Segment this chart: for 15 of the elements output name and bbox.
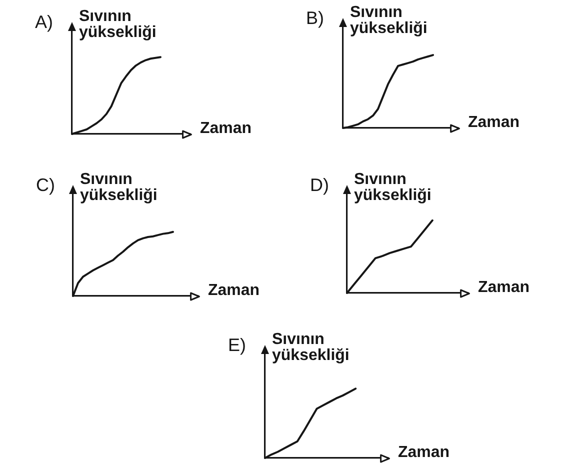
chart-title: C) xyxy=(36,175,55,195)
chart-title: E) xyxy=(228,335,246,355)
x-axis-title: Zaman xyxy=(208,282,260,299)
chart-title: B) xyxy=(306,8,324,28)
y-axis-title: Sıvının yüksekliği xyxy=(272,331,350,364)
chart-title: A) xyxy=(35,12,53,32)
y-axis-title: Sıvının yüksekliği xyxy=(354,171,432,204)
x-axis-title: Zaman xyxy=(398,444,450,461)
y-axis-title: Sıvının yüksekliği xyxy=(79,8,158,41)
y-axis-title: Sıvının yüksekliği xyxy=(80,171,158,204)
x-axis-title: Zaman xyxy=(200,120,252,137)
y-axis-title: Sıvının yüksekliği xyxy=(350,4,428,37)
chart-title: D) xyxy=(310,175,329,195)
x-axis-title: Zaman xyxy=(478,279,530,296)
x-axis-title: Zaman xyxy=(468,114,520,131)
